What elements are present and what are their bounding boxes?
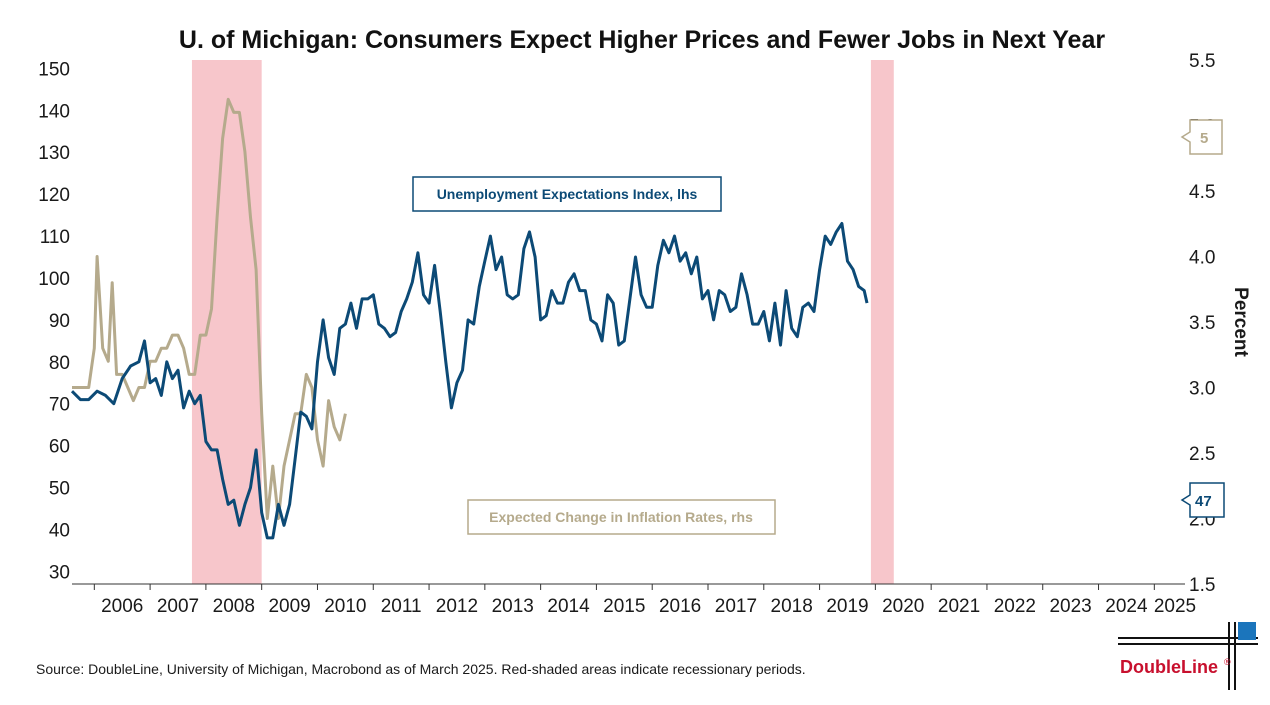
left-y-tick-label: 140 xyxy=(38,101,70,122)
series-lines xyxy=(70,97,869,540)
x-tick-label: 2022 xyxy=(994,596,1036,617)
unemployment-series-label: Unemployment Expectations Index, lhs xyxy=(412,176,722,212)
x-tick-label: 2018 xyxy=(771,596,813,617)
left-y-tick-label: 150 xyxy=(38,59,70,80)
x-tick-label: 2019 xyxy=(826,596,868,617)
doubleline-logo: DoubleLine ® xyxy=(1118,622,1258,690)
logo-blue-square xyxy=(1238,622,1256,640)
x-tick-label: 2024 xyxy=(1105,596,1148,617)
x-axis-ticks: 2006 2007 2008 2009 2010 2011 2012 2013 2014 2015… xyxy=(93,584,1196,617)
x-tick-label: 2021 xyxy=(938,596,980,617)
unemployment-end-tag: 47 xyxy=(1180,482,1225,518)
x-tick-label: 2020 xyxy=(882,596,924,617)
left-y-tick-label: 110 xyxy=(40,227,70,248)
inflation-series-label: Expected Change in Inflation Rates, rhs xyxy=(467,499,776,535)
x-tick-label: 2008 xyxy=(213,596,255,617)
inflation-end-tag: 5 xyxy=(1180,119,1223,155)
left-y-tick-label: 30 xyxy=(49,562,70,583)
x-tick-label: 2015 xyxy=(603,596,645,617)
x-tick-label: 2016 xyxy=(659,596,701,617)
recession-band xyxy=(870,60,894,584)
recession-band xyxy=(191,60,262,584)
left-y-tick-label: 90 xyxy=(49,311,70,332)
inflation-end-value: 5 xyxy=(1200,130,1208,147)
right-y-tick-label: 5.5 xyxy=(1189,51,1215,72)
x-tick-label: 2011 xyxy=(381,596,422,617)
left-y-tick-label: 80 xyxy=(49,353,70,374)
left-y-tick-label: 70 xyxy=(49,395,70,416)
logo-wordmark: DoubleLine xyxy=(1120,657,1218,677)
chart-title: U. of Michigan: Consumers Expect Higher … xyxy=(179,26,1105,54)
right-y-tick-label: 3.0 xyxy=(1189,379,1215,400)
left-y-tick-label: 120 xyxy=(38,185,70,206)
x-tick-label: 2010 xyxy=(324,596,366,617)
unemployment-end-value: 47 xyxy=(1195,493,1212,510)
x-tick-label: 2006 xyxy=(101,596,143,617)
source-note: Source: DoubleLine, University of Michig… xyxy=(36,661,806,677)
left-y-tick-label: 50 xyxy=(49,479,70,500)
left-y-tick-label: 60 xyxy=(49,437,70,458)
x-tick-label: 2012 xyxy=(436,596,478,617)
x-tick-label: 2009 xyxy=(268,596,310,617)
left-y-tick-label: 130 xyxy=(38,143,70,164)
right-y-tick-label: 4.0 xyxy=(1189,248,1215,269)
right-y-tick-label: 4.5 xyxy=(1189,182,1215,203)
x-tick-label: 2013 xyxy=(492,596,534,617)
left-y-tick-label: 40 xyxy=(49,521,70,542)
x-tick-label: 2025 xyxy=(1154,596,1196,617)
logo-registered-mark: ® xyxy=(1224,657,1231,667)
x-tick-label: 2023 xyxy=(1049,596,1091,617)
unemployment-series-label-text: Unemployment Expectations Index, lhs xyxy=(437,186,698,202)
right-y-tick-label: 3.5 xyxy=(1189,313,1215,334)
left-y-axis-ticks: 150 140 130 120 110 100 90 80 70 60 50 40 30 xyxy=(38,59,70,583)
right-y-axis-label: Percent xyxy=(1230,287,1251,357)
left-y-tick-label: 100 xyxy=(38,269,70,290)
inflation-series-label-text: Expected Change in Inflation Rates, rhs xyxy=(489,509,753,525)
x-tick-label: 2017 xyxy=(715,596,757,617)
x-tick-label: 2007 xyxy=(157,596,199,617)
x-tick-label: 2014 xyxy=(547,596,590,617)
unemployment-expectations-line xyxy=(70,222,869,540)
right-y-tick-label: 1.5 xyxy=(1189,575,1215,596)
right-y-tick-label: 2.5 xyxy=(1189,444,1215,465)
